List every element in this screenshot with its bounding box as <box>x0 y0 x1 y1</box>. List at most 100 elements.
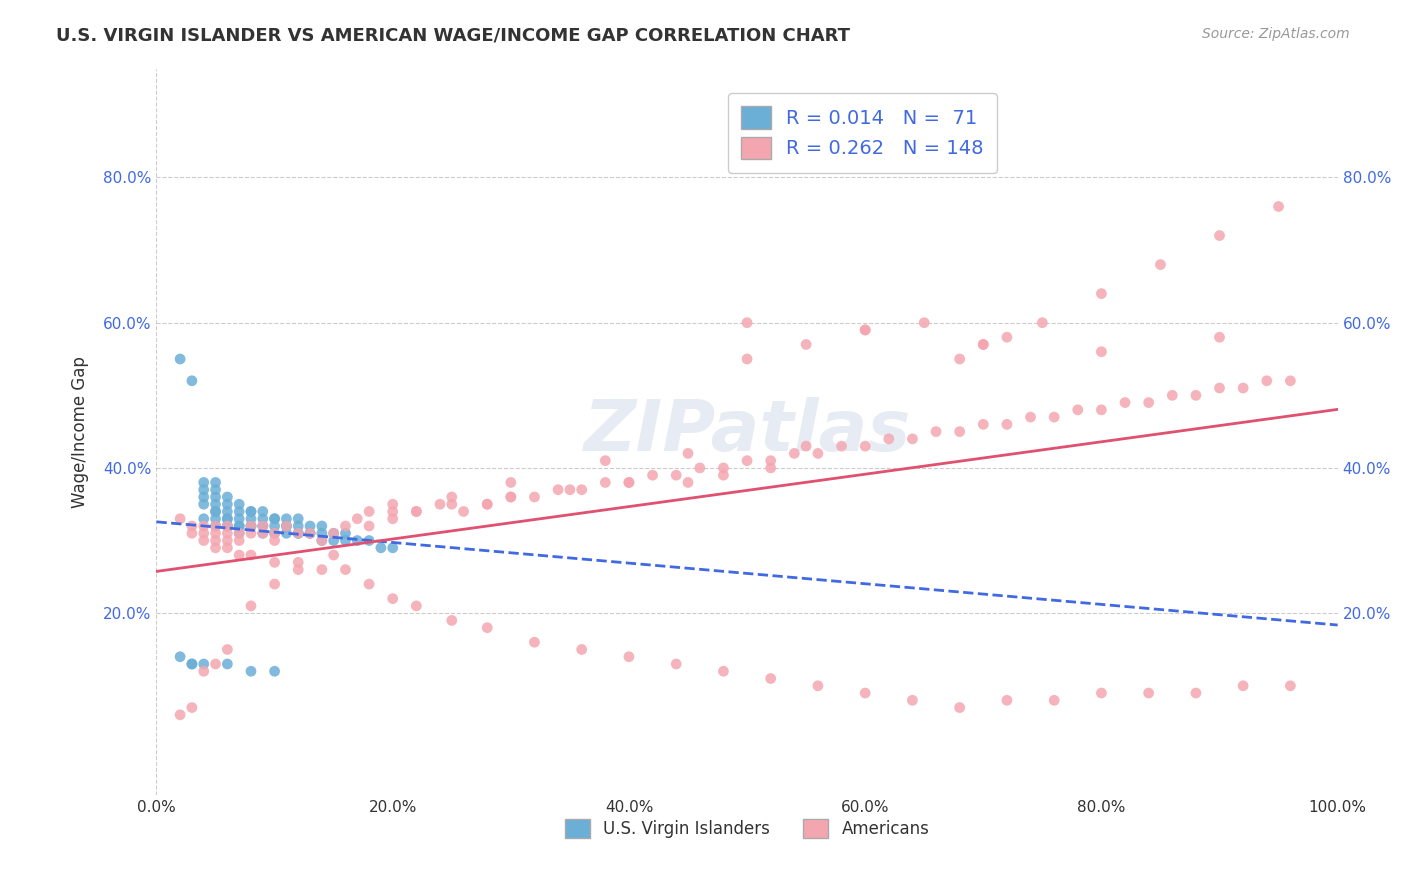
Point <box>359 504 381 518</box>
Point <box>1185 388 1208 402</box>
Point <box>263 577 285 591</box>
Point <box>440 614 463 628</box>
Point <box>240 599 263 613</box>
Point <box>735 351 758 366</box>
Point <box>311 519 333 533</box>
Point <box>853 686 876 700</box>
Point <box>276 526 298 541</box>
Point <box>181 519 204 533</box>
Point <box>853 323 876 337</box>
Text: Source: ZipAtlas.com: Source: ZipAtlas.com <box>1202 27 1350 41</box>
Point <box>299 526 322 541</box>
Point <box>1090 344 1112 359</box>
Point <box>335 533 357 548</box>
Point <box>759 453 782 467</box>
Point <box>925 425 948 439</box>
Legend: U.S. Virgin Islanders, Americans: U.S. Virgin Islanders, Americans <box>558 812 936 845</box>
Point <box>240 504 263 518</box>
Point <box>263 512 285 526</box>
Point <box>359 577 381 591</box>
Point <box>217 541 239 555</box>
Point <box>287 555 309 569</box>
Point <box>276 512 298 526</box>
Point <box>322 533 344 548</box>
Point <box>853 439 876 453</box>
Point <box>311 533 333 548</box>
Point <box>228 497 250 511</box>
Point <box>783 446 806 460</box>
Point <box>240 519 263 533</box>
Point <box>287 526 309 541</box>
Point <box>217 519 239 533</box>
Point <box>217 512 239 526</box>
Point <box>217 533 239 548</box>
Point <box>1149 258 1171 272</box>
Point <box>287 526 309 541</box>
Point <box>1185 686 1208 700</box>
Point <box>228 526 250 541</box>
Point <box>193 475 215 490</box>
Point <box>1161 388 1184 402</box>
Point <box>181 374 204 388</box>
Point <box>263 519 285 533</box>
Point <box>1279 679 1302 693</box>
Point <box>263 526 285 541</box>
Point <box>217 642 239 657</box>
Point <box>217 526 239 541</box>
Point <box>477 497 499 511</box>
Point <box>322 526 344 541</box>
Point <box>276 519 298 533</box>
Point <box>499 475 522 490</box>
Point <box>252 526 274 541</box>
Point <box>759 461 782 475</box>
Point <box>204 504 226 518</box>
Point <box>217 657 239 671</box>
Point <box>440 497 463 511</box>
Point <box>1114 395 1136 409</box>
Point <box>877 432 900 446</box>
Point <box>1090 686 1112 700</box>
Point <box>240 512 263 526</box>
Point <box>689 461 711 475</box>
Point <box>228 504 250 518</box>
Point <box>381 497 404 511</box>
Point <box>204 541 226 555</box>
Point <box>204 497 226 511</box>
Point <box>641 468 664 483</box>
Point <box>181 657 204 671</box>
Point <box>299 519 322 533</box>
Point <box>499 490 522 504</box>
Point <box>299 526 322 541</box>
Point <box>181 700 204 714</box>
Point <box>263 665 285 679</box>
Point <box>853 323 876 337</box>
Point <box>217 504 239 518</box>
Point <box>193 526 215 541</box>
Point <box>1043 410 1066 425</box>
Point <box>676 446 699 460</box>
Point <box>477 621 499 635</box>
Point <box>405 504 427 518</box>
Point <box>1256 374 1278 388</box>
Point <box>263 526 285 541</box>
Point <box>807 679 830 693</box>
Text: U.S. VIRGIN ISLANDER VS AMERICAN WAGE/INCOME GAP CORRELATION CHART: U.S. VIRGIN ISLANDER VS AMERICAN WAGE/IN… <box>56 27 851 45</box>
Point <box>228 519 250 533</box>
Point <box>794 337 817 351</box>
Point <box>252 504 274 518</box>
Point <box>276 519 298 533</box>
Point <box>1043 693 1066 707</box>
Point <box>1090 402 1112 417</box>
Point <box>228 512 250 526</box>
Point <box>252 526 274 541</box>
Point <box>217 519 239 533</box>
Point <box>995 330 1018 344</box>
Point <box>381 591 404 606</box>
Point <box>1232 381 1254 395</box>
Point <box>949 700 972 714</box>
Point <box>276 519 298 533</box>
Point <box>558 483 581 497</box>
Point <box>595 453 617 467</box>
Point <box>169 649 191 664</box>
Point <box>1137 395 1160 409</box>
